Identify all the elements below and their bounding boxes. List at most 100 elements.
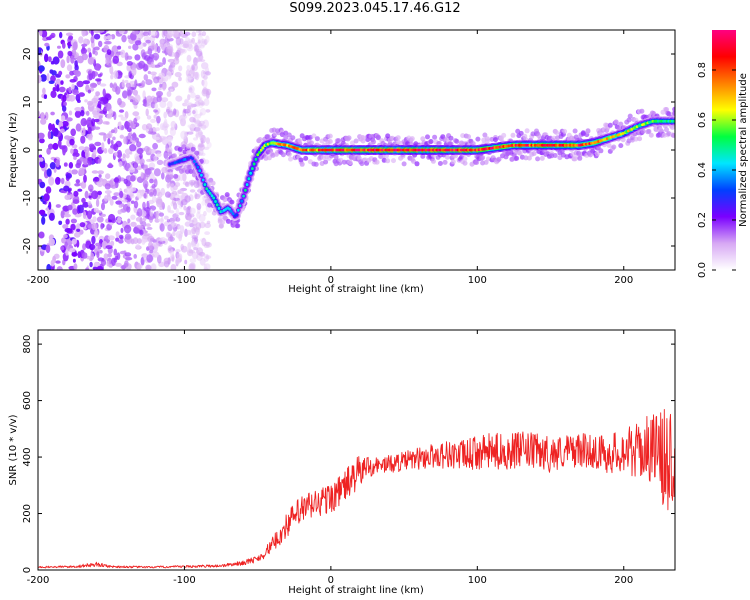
spectrogram-speckle	[153, 109, 158, 113]
spectrogram-halo	[428, 139, 434, 144]
spectrogram-speckle	[146, 95, 153, 103]
spectrogram-speckle	[115, 140, 122, 148]
spectrogram-halo	[535, 156, 541, 162]
spectrogram-speckle	[123, 136, 128, 145]
spectrogram-speckle	[38, 132, 45, 139]
spectrogram-speckle	[60, 80, 64, 85]
spectrogram-speckle	[133, 254, 137, 259]
spectrogram-speckle	[68, 86, 72, 94]
spectrogram-speckle	[186, 54, 192, 63]
y-tick-label: 10	[22, 96, 33, 109]
spectrogram-speckle	[118, 161, 123, 168]
spectrogram-ridge-cell	[210, 194, 214, 198]
spectrogram-speckle	[126, 86, 133, 96]
spectrogram-speckle	[149, 192, 154, 197]
spectrogram-speckle	[97, 257, 104, 262]
spectrogram-ridge-cell	[261, 146, 265, 150]
spectrogram-halo	[314, 136, 320, 142]
spectrogram-speckle	[125, 257, 133, 261]
spectrogram-speckle	[38, 209, 46, 215]
spectrogram-speckle	[81, 30, 86, 37]
spectrogram-speckle	[46, 73, 50, 82]
spectrogram-speckle	[110, 139, 114, 145]
spectrogram-halo	[265, 134, 271, 140]
spectrogram-speckle	[180, 48, 187, 54]
spectrogram-halo	[190, 146, 196, 152]
spectrogram-speckle	[82, 80, 91, 85]
spectrogram-speckle	[73, 70, 80, 75]
spectrogram-speckle	[188, 249, 195, 254]
x-tick-label: -100	[173, 275, 196, 286]
spectrogram-speckle	[143, 74, 149, 81]
spectrogram-speckle	[38, 47, 42, 55]
spectrogram-speckle	[40, 74, 47, 82]
spectrogram-speckle	[166, 219, 170, 223]
spectrogram-speckle	[127, 35, 131, 40]
spectrogram-speckle	[159, 237, 164, 242]
spectrogram-y-label: Frequency (Hz)	[8, 112, 19, 188]
spectrogram-speckle	[58, 70, 63, 76]
colorbar: 0.0 0.2 0.4 0.6 0.8 Normalized spectral ampl…	[697, 30, 749, 278]
spectrogram-speckle	[117, 45, 122, 50]
spectrogram-speckle	[148, 199, 154, 205]
spectrogram-halo	[371, 139, 377, 145]
spectrogram-speckle	[92, 216, 97, 223]
spectrogram-speckle	[191, 65, 195, 71]
spectrogram-speckle	[113, 82, 117, 88]
spectrogram-ridge-cell	[201, 178, 205, 182]
spectrogram-speckle	[65, 74, 71, 79]
spectrogram-speckle	[131, 67, 137, 76]
spectrogram-speckle	[76, 228, 81, 232]
x-tick-label: -200	[27, 575, 50, 586]
spectrogram-speckle	[91, 83, 98, 87]
spectrogram-speckle	[124, 121, 131, 129]
spectrogram-speckle	[102, 88, 106, 97]
spectrogram-speckle	[88, 204, 93, 209]
spectrogram-speckle	[152, 142, 159, 150]
spectrogram-halo	[385, 158, 391, 164]
spectrogram-speckle	[97, 73, 102, 78]
spectrogram-speckle	[183, 103, 189, 106]
spectrogram-speckle	[88, 73, 93, 81]
spectrogram-speckle	[135, 244, 141, 250]
spectrogram-speckle	[172, 30, 178, 38]
spectrogram-speckle	[150, 30, 158, 37]
spectrogram-speckle	[59, 31, 63, 39]
spectrogram-speckle	[174, 71, 182, 78]
spectrogram-speckle	[156, 95, 162, 103]
spectrogram-speckle	[72, 258, 76, 263]
spectrogram-ridge-cell	[254, 157, 258, 161]
spectrogram-halo	[514, 155, 520, 161]
snr-frame	[37, 329, 676, 571]
spectrogram-speckle	[55, 176, 61, 185]
spectrogram-speckle	[101, 142, 105, 151]
spectrogram-speckle	[153, 188, 157, 197]
spectrogram-speckle	[166, 91, 172, 97]
spectrogram-speckle	[141, 220, 147, 228]
spectrogram-halo	[353, 138, 359, 144]
spectrogram-halo	[235, 223, 241, 229]
spectrogram-speckle	[138, 60, 146, 69]
spectrogram-speckle	[152, 251, 160, 258]
spectrogram-speckle	[131, 30, 139, 35]
spectrogram-speckle	[203, 159, 210, 165]
spectrogram-speckle	[100, 96, 108, 105]
spectrogram-speckle	[45, 186, 52, 194]
spectrogram-speckle	[106, 193, 111, 197]
spectrogram-speckle	[153, 114, 158, 119]
spectrogram-speckle	[154, 64, 161, 68]
spectrogram-halo	[557, 155, 563, 161]
spectrogram-speckle	[179, 172, 184, 182]
spectrogram-speckle	[205, 35, 210, 43]
spectrogram-speckle	[166, 45, 174, 55]
spectrogram-speckle	[146, 115, 152, 120]
spectrogram-halo	[224, 192, 230, 198]
spectrogram-halo	[290, 135, 296, 141]
spectrogram-speckle	[154, 44, 158, 53]
y-tick-label: 0	[22, 147, 33, 153]
spectrogram-halo	[482, 132, 488, 138]
spectrogram-speckle	[67, 204, 73, 211]
snr-panel: -200 -100 0 100 200 0 200 400 600 800 Height of s…	[8, 329, 676, 596]
spectrogram-speckle	[114, 262, 122, 267]
